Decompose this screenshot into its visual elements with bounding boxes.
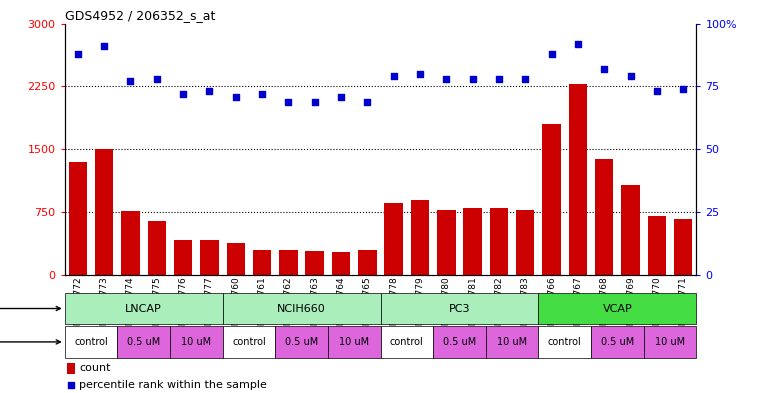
Text: percentile rank within the sample: percentile rank within the sample [79,380,267,390]
Bar [648,217,666,275]
Bar [227,243,245,275]
Bar [568,84,587,275]
Point [282,98,295,105]
Bar [380,326,433,358]
Point [230,94,242,100]
Point [335,94,347,100]
Bar [595,160,613,275]
Point [72,51,84,57]
Point [203,88,215,95]
Point [304,301,317,308]
Bar [358,250,377,275]
Point [519,76,531,82]
Text: 10 uM: 10 uM [497,337,527,347]
Bar [490,208,508,275]
Bar [644,326,696,358]
Bar [117,326,170,358]
Bar [621,185,640,275]
Bar [332,252,350,275]
Text: cell line: cell line [0,303,60,314]
Point [677,86,689,92]
Text: GDS4952 / 206352_s_at: GDS4952 / 206352_s_at [65,9,215,22]
Text: 10 uM: 10 uM [181,337,212,347]
Point [546,51,558,57]
Bar [67,363,75,373]
Bar [68,162,87,275]
Bar [174,240,193,275]
Bar [539,293,696,324]
Bar [437,210,456,275]
Bar [200,240,218,275]
Bar [384,203,403,275]
Bar [411,200,429,275]
Text: 0.5 uM: 0.5 uM [127,337,161,347]
Point [572,40,584,47]
Text: control: control [548,337,581,347]
Text: 0.5 uM: 0.5 uM [600,337,634,347]
Bar [95,149,113,275]
Text: 10 uM: 10 uM [655,337,685,347]
Text: VCAP: VCAP [603,303,632,314]
Point [151,76,163,82]
Bar [223,293,380,324]
Point [256,91,268,97]
Bar [516,210,534,275]
Bar [328,326,380,358]
Text: 0.5 uM: 0.5 uM [443,337,476,347]
Bar [121,211,140,275]
Text: LNCAP: LNCAP [126,303,162,314]
Bar [591,326,644,358]
Text: count: count [79,363,110,373]
Point [414,71,426,77]
Point [309,98,321,105]
Bar [223,326,275,358]
Point [625,73,637,79]
Point [361,98,374,105]
Point [440,76,452,82]
Bar [253,250,271,275]
Bar [486,326,539,358]
Bar [674,219,693,275]
Text: dose: dose [0,337,60,347]
Bar [170,326,223,358]
Point [177,91,189,97]
Point [98,43,110,50]
Bar [65,293,223,324]
Bar [539,326,591,358]
Bar [380,293,539,324]
Text: 10 uM: 10 uM [339,337,369,347]
Bar [305,251,324,275]
Bar [543,124,561,275]
Point [124,78,136,84]
Text: control: control [232,337,266,347]
Point [387,73,400,79]
Bar [275,326,328,358]
Bar [148,221,166,275]
Point [598,66,610,72]
Point [493,76,505,82]
Text: 0.5 uM: 0.5 uM [285,337,318,347]
Bar [279,250,298,275]
Bar [65,326,117,358]
Text: NCIH660: NCIH660 [277,303,326,314]
Bar [463,208,482,275]
Text: control: control [390,337,424,347]
Point [651,88,663,95]
Text: control: control [74,337,108,347]
Text: PC3: PC3 [449,303,470,314]
Bar [433,326,486,358]
Point [466,76,479,82]
